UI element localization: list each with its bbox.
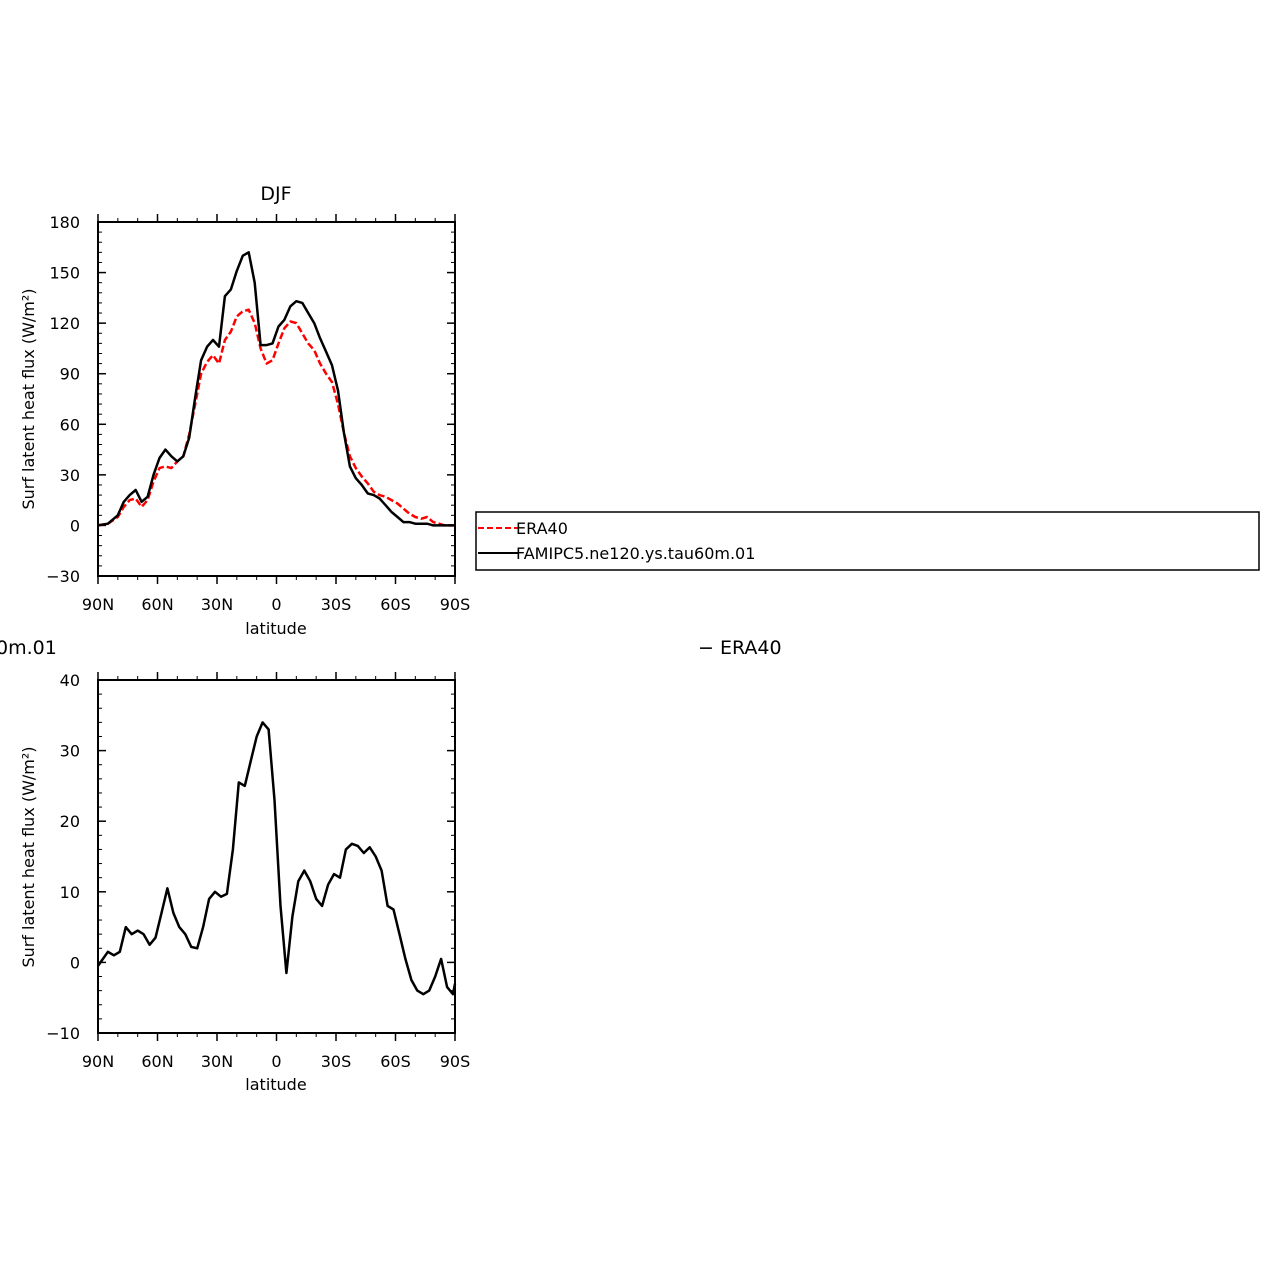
x-tick-label: 60S (380, 1052, 411, 1071)
x-tick-label: 30S (321, 1052, 352, 1071)
x-axis-label-top: latitude (245, 619, 306, 638)
x-tick-label: 90N (82, 1052, 114, 1071)
y-tick-label: 60 (60, 415, 80, 434)
x-tick-label: 0 (271, 1052, 281, 1071)
x-tick-label: 90N (82, 595, 114, 614)
x-axis-label-bottom: latitude (245, 1075, 306, 1094)
y-tick-label: −30 (46, 567, 80, 586)
series-line-difference (96, 721, 457, 996)
axis-ticks-top: −30 0 30 60 90 120 150 180 90N 60N 30N 0 30S 60S 90S (46, 213, 470, 614)
difference-panel: ⁠0m.01 − ERA40 −10 0 10 20 30 40 90N 60N 30N 0 30S… (0, 637, 782, 1094)
series-line-era40 (97, 308, 455, 527)
y-tick-label: 90 (60, 365, 80, 384)
y-tick-label: 120 (49, 314, 80, 333)
x-tick-label: 30N (201, 595, 233, 614)
y-axis-label-bottom: Surf latent heat flux (W/m²) (19, 746, 38, 967)
legend: ERA40 FAMIPC5.ne120.ys.tau60m.01 (475, 511, 1260, 571)
y-tick-label: 0 (70, 953, 80, 972)
y-tick-label: 30 (60, 466, 80, 485)
x-tick-label: 90S (440, 595, 471, 614)
x-tick-label: 60S (380, 595, 411, 614)
series-group-top (97, 251, 455, 527)
x-tick-label: 60N (141, 595, 173, 614)
x-tick-label: 0 (271, 595, 281, 614)
y-tick-label: 0 (70, 516, 80, 535)
x-tick-label: 60N (141, 1052, 173, 1071)
y-tick-label: −10 (46, 1024, 80, 1043)
panel-title-difference-right: − ERA40 (698, 637, 782, 659)
legend-box (475, 511, 1260, 571)
y-tick-label: 10 (60, 883, 80, 902)
y-tick-label: 150 (49, 264, 80, 283)
y-tick-label: 40 (60, 671, 80, 690)
series-line-model (97, 251, 455, 527)
series-group-bottom (96, 721, 457, 996)
x-tick-label: 30S (321, 595, 352, 614)
legend-label-era40: ERA40 (516, 519, 568, 538)
y-tick-label: 20 (60, 812, 80, 831)
axis-ticks-bottom: −10 0 10 20 30 40 90N 60N 30N 0 30S 60S 90S (46, 671, 470, 1071)
panel-title-djf: DJF (260, 183, 291, 205)
legend-label-model: FAMIPC5.ne120.ys.tau60m.01 (516, 544, 755, 563)
panel-title-difference-left: ⁠0m.01 (0, 637, 57, 659)
djf-panel: DJF −30 0 30 60 90 120 150 180 90N 60N 30N 0 30S 60S 9… (19, 183, 470, 638)
x-tick-label: 90S (440, 1052, 471, 1071)
x-tick-label: 30N (201, 1052, 233, 1071)
y-axis-label-top: Surf latent heat flux (W/m²) (19, 288, 38, 509)
y-tick-label: 180 (49, 213, 80, 232)
plot-frame-top (97, 221, 456, 577)
y-tick-label: 30 (60, 742, 80, 761)
